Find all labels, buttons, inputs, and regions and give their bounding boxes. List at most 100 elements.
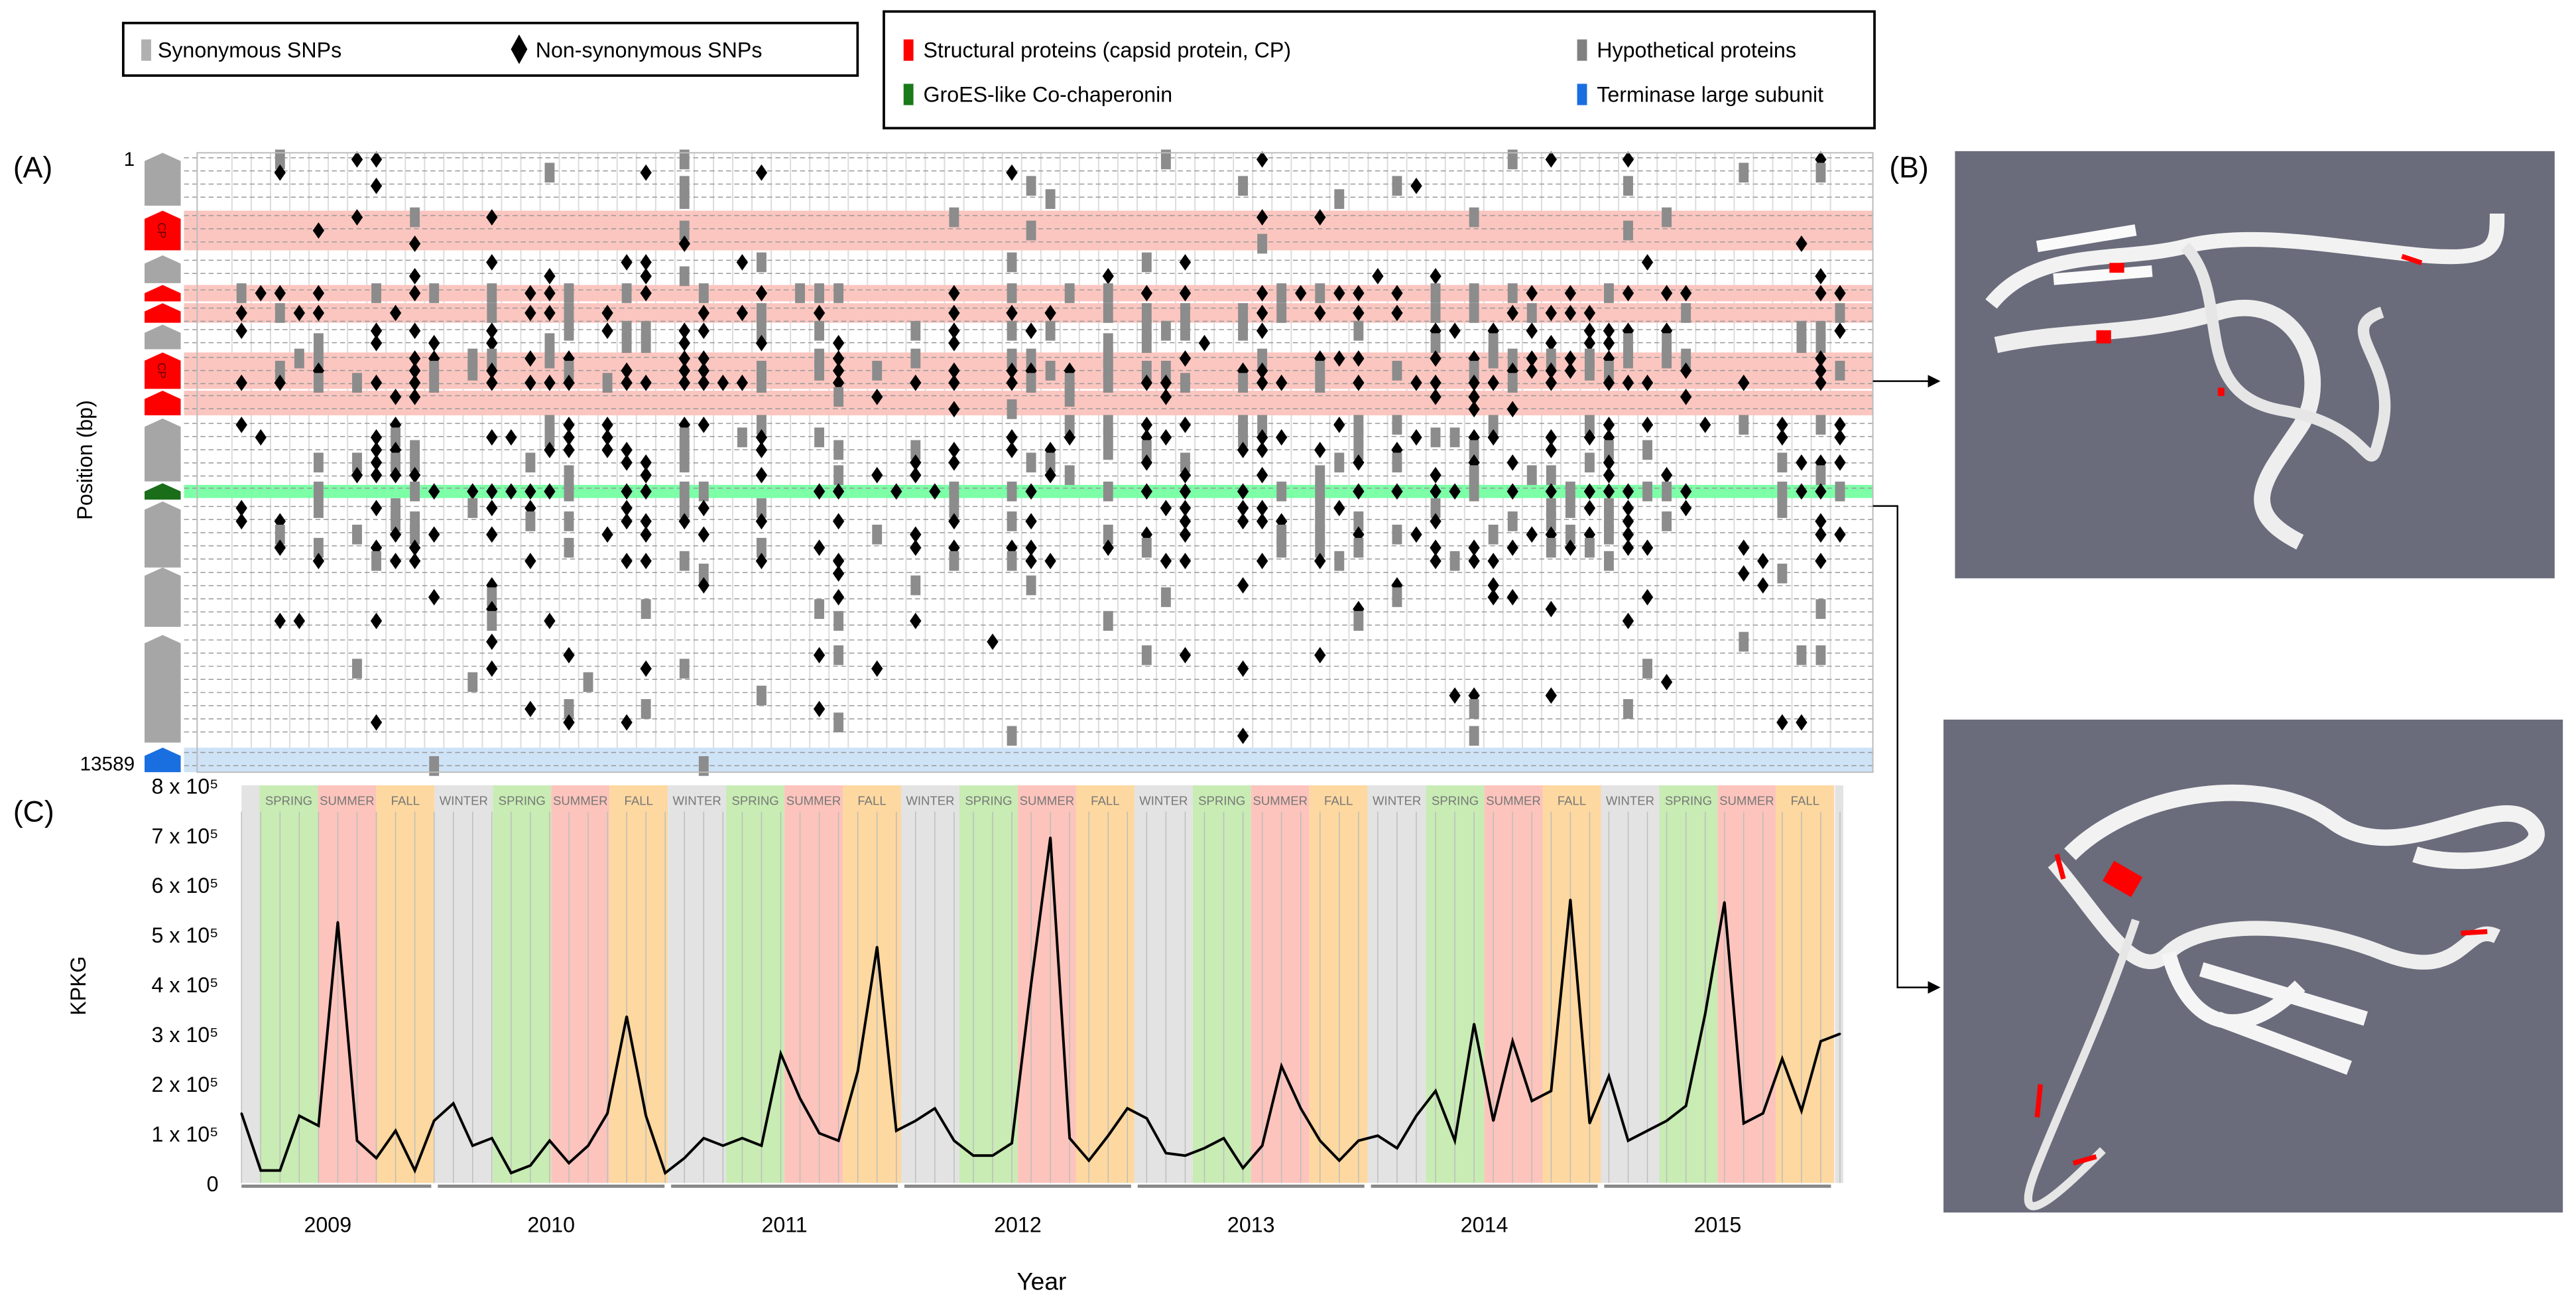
panel-a-label: (A) (13, 152, 52, 184)
synonymous-snp (1469, 360, 1479, 381)
nonsynonymous-snp (1449, 687, 1461, 704)
season-band-winter (901, 785, 959, 1183)
nonsynonymous-snp (563, 714, 575, 731)
nonsynonymous-snp (1179, 417, 1192, 433)
synonymous-snp (1835, 482, 1845, 501)
nonsynonymous-snp (813, 304, 826, 322)
nonsynonymous-snp (601, 526, 613, 543)
synonymous-snp (313, 348, 324, 369)
synonymous-snp (1392, 415, 1402, 435)
synonymous-snp (833, 712, 844, 733)
season-band-summer (551, 785, 610, 1183)
synonymous-snp (1103, 333, 1113, 354)
panel-c-label: (C) (13, 795, 54, 828)
nonsynonymous-snp (1815, 374, 1827, 391)
year-tick-label: 2012 (994, 1213, 1042, 1237)
panel-b-label: (B) (1889, 152, 1928, 184)
season-band-spring (726, 785, 785, 1183)
nonsynonymous-snp (235, 322, 247, 340)
nonsynonymous-snp (389, 466, 402, 484)
nonsynonymous-snp (987, 633, 999, 650)
nonsynonymous-snp (389, 388, 402, 405)
nonsynonymous-snp (235, 499, 247, 517)
synonymous-snp (1739, 631, 1749, 652)
kpkg-data-point (1666, 1120, 1668, 1122)
nonsynonymous-snp (1815, 553, 1827, 570)
y-tick-label: 8 x 10⁵ (151, 774, 218, 798)
synonymous-snp (275, 524, 285, 545)
nonsynonymous-snp (1314, 553, 1326, 570)
nonsynonymous-snp (1256, 362, 1268, 379)
nonsynonymous-snp (813, 700, 826, 718)
synonymous-snp (1430, 427, 1441, 448)
synonymous-snp (757, 685, 767, 706)
kpkg-data-point (587, 1144, 589, 1147)
nonsynonymous-snp (486, 499, 498, 517)
synonymous-snp (1007, 348, 1017, 369)
nonsynonymous-snp (370, 322, 383, 340)
nonsynonymous-snp (1545, 687, 1557, 704)
synonymous-snp (564, 283, 574, 303)
nonsynonymous-snp (408, 362, 421, 379)
synonymous-snp (1160, 360, 1171, 381)
nonsynonymous-snp (1834, 526, 1846, 543)
nonsynonymous-snp (370, 612, 383, 629)
nonsynonymous-snp (1815, 350, 1827, 367)
nonsynonymous-snp (1025, 553, 1037, 570)
synonymous-snp (467, 360, 478, 381)
nonsynonymous-snp (698, 417, 709, 433)
nonsynonymous-snp (235, 304, 247, 322)
synonymous-snp (641, 333, 651, 354)
kpkg-data-point (317, 1124, 320, 1127)
synonymous-snp (525, 452, 536, 473)
nonsynonymous-snp (1410, 429, 1422, 446)
nonsynonymous-snp (1526, 350, 1538, 367)
nonsynonymous-snp (370, 442, 383, 458)
nonsynonymous-snp (640, 374, 652, 391)
synonymous-snp (1662, 482, 1672, 501)
synonymous-snp (1238, 427, 1249, 448)
kpkg-data-point (953, 1140, 955, 1142)
nonsynonymous-snp (370, 499, 383, 517)
nonsynonymous-snp (1179, 526, 1192, 543)
nonsynonymous-snp (948, 362, 960, 379)
synonymous-snp (487, 587, 497, 608)
nonsynonymous-snp (544, 304, 556, 322)
gene-arrow-structural (145, 210, 181, 251)
synonymous-snp (1546, 537, 1556, 558)
nonsynonymous-snp (1545, 362, 1557, 379)
synonymous-snp (949, 498, 959, 518)
nonsynonymous-snp (890, 483, 902, 500)
synonymous-snp (1584, 452, 1595, 473)
synonymous-snp (1681, 303, 1691, 323)
nonsynonymous-snp (1487, 553, 1499, 570)
nonsynonymous-snp (640, 164, 652, 181)
synonymous-snp (1469, 440, 1479, 460)
synonymous-snp (679, 266, 690, 287)
legend-label-structural: Structural proteins (capsid protein, CP) (923, 38, 1291, 62)
nonsynonymous-snp (755, 513, 768, 530)
nonsynonymous-snp (486, 429, 498, 446)
nonsynonymous-snp (1140, 483, 1153, 500)
nonsynonymous-snp (755, 442, 768, 458)
y-tick-label: 4 x 10⁵ (151, 973, 218, 997)
synonymous-snp (1507, 373, 1518, 393)
nonsynonymous-snp (1314, 442, 1326, 458)
synonymous-snp (1777, 563, 1788, 584)
synonymous-snp (1276, 537, 1287, 558)
synonymous-snp (833, 440, 844, 460)
synonymous-snp (487, 348, 497, 369)
nonsynonymous-snp (910, 454, 922, 471)
kpkg-data-point (1145, 1117, 1148, 1120)
kpkg-data-point (914, 1120, 917, 1122)
nonsynonymous-snp (1295, 285, 1307, 302)
nonsynonymous-snp (1815, 526, 1827, 543)
synonymous-snp (564, 482, 574, 501)
synonymous-snp (1739, 163, 1749, 183)
synonymous-snp (833, 465, 844, 486)
nonsynonymous-snp (408, 285, 421, 302)
nonsynonymous-snp (1410, 526, 1422, 543)
season-label: FALL (857, 794, 886, 808)
gene-arrow-groes (145, 483, 181, 500)
nonsynonymous-snp (640, 553, 652, 570)
